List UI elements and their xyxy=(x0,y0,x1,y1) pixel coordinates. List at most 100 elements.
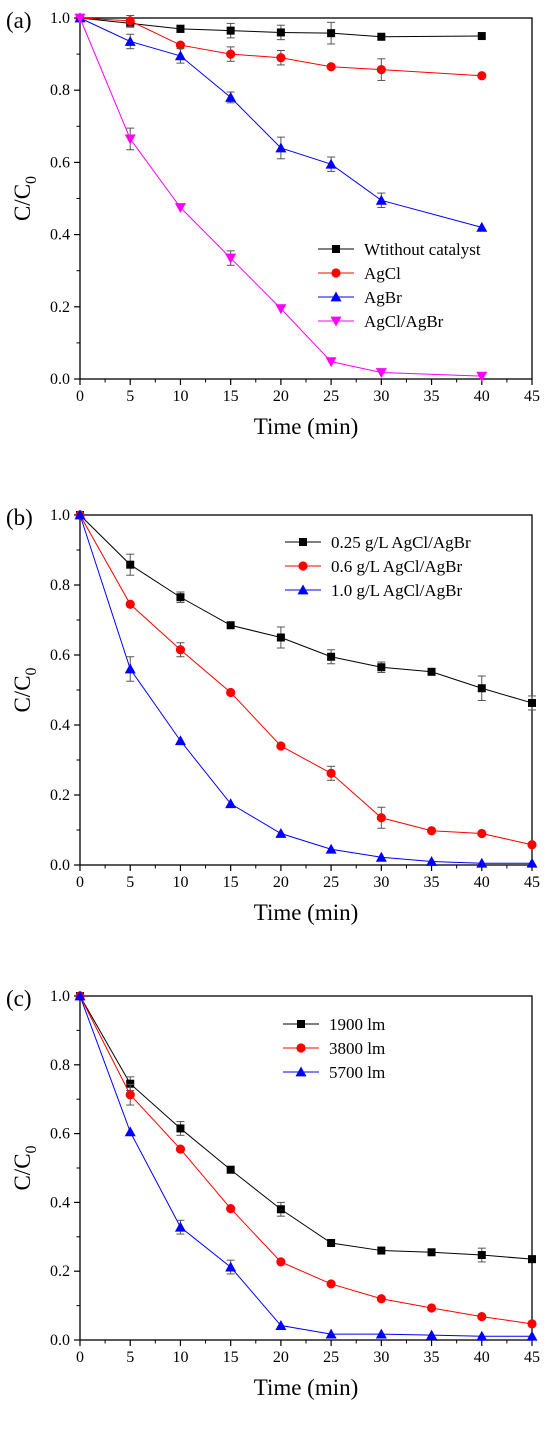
legend-marker xyxy=(295,1066,307,1077)
x-tick-label: 30 xyxy=(373,874,389,891)
y-axis-label: C/C0 xyxy=(10,176,40,221)
series-line xyxy=(79,514,533,846)
data-point xyxy=(175,40,186,50)
x-tick-label: 0 xyxy=(76,874,84,891)
data-point xyxy=(527,1319,537,1329)
data-point xyxy=(276,53,286,63)
data-point xyxy=(275,1320,287,1330)
y-tick-label: 0.4 xyxy=(50,1194,70,1211)
y-tick-label: 0.4 xyxy=(50,227,70,244)
y-tick-label: 1.0 xyxy=(50,507,70,524)
data-point xyxy=(476,371,488,382)
data-point xyxy=(377,32,386,41)
y-tick-label: 0.0 xyxy=(50,857,70,874)
x-tick-label: 20 xyxy=(273,874,289,891)
chart-c-svg: 0 5 10 15 20 25 30 35 40 45 0.0 0.2 0.4 0.6 0.8 1.0 Time… xyxy=(6,986,540,1400)
data-point xyxy=(426,826,437,836)
series-circle-group xyxy=(75,991,537,1329)
x-tick-label: 35 xyxy=(424,1349,440,1366)
panel-c: 0 5 10 15 20 25 30 35 40 45 0.0 0.2 0.4 0.6 0.8 1.0 Time… xyxy=(0,960,550,1440)
x-tick-label: 40 xyxy=(474,874,490,891)
x-tick-label: 5 xyxy=(126,874,134,891)
data-point xyxy=(325,1328,337,1339)
y-tick-label: 0.8 xyxy=(50,1057,70,1074)
legend-label: 1900 lm xyxy=(329,1015,385,1034)
data-point xyxy=(375,194,387,205)
y-axis-label-subscript: 0 xyxy=(23,1145,40,1153)
data-point xyxy=(124,134,136,145)
data-point xyxy=(174,735,186,746)
data-point xyxy=(74,509,86,520)
data-point xyxy=(225,91,237,102)
series-triangle-up-group xyxy=(74,509,538,868)
data-point xyxy=(226,26,235,35)
data-point xyxy=(376,1294,386,1304)
x-tick-label: 30 xyxy=(373,1349,389,1366)
x-tick-label: 40 xyxy=(474,388,490,405)
y-axis-label-subscript: 0 xyxy=(23,667,40,675)
data-point xyxy=(225,798,237,809)
legend-marker xyxy=(296,1043,306,1053)
y-tick-label: 0.2 xyxy=(50,787,70,804)
series-square-group xyxy=(76,14,486,45)
series-triangle-down-group xyxy=(74,13,488,382)
legend-marker xyxy=(297,1020,305,1028)
data-point xyxy=(476,221,488,232)
x-tick-label: 10 xyxy=(172,874,188,891)
series-line xyxy=(79,514,533,704)
data-point xyxy=(175,645,186,655)
panel-label: (a) xyxy=(6,8,32,33)
data-point xyxy=(275,142,287,153)
y-axis-label: C/C0 xyxy=(10,1145,40,1190)
panel-label: (c) xyxy=(6,986,32,1011)
data-point xyxy=(276,1257,286,1267)
x-tick-label: 25 xyxy=(323,874,339,891)
panel-a: 0 5 10 15 20 25 30 35 40 45 0.0 0.2 0.4 0.6 0.8 1.0 Time… xyxy=(0,0,550,480)
legend: 0.25 g/L AgCl/AgBr 0.6 g/L AgCl/AgBr 1.0 g… xyxy=(285,533,471,600)
data-point xyxy=(174,1221,186,1232)
series-line xyxy=(79,995,532,1337)
x-tick-label: 10 xyxy=(172,388,188,405)
data-point xyxy=(276,28,285,37)
x-tick-label: 0 xyxy=(76,388,84,405)
legend-label: AgCl xyxy=(364,264,401,283)
y-axis-label-main: C/C xyxy=(10,1153,35,1190)
data-point xyxy=(477,1251,486,1260)
y-tick-label: 0.2 xyxy=(50,299,70,316)
data-point xyxy=(276,1205,285,1214)
legend: 1900 lm 3800 lm 5700 lm xyxy=(283,1015,385,1082)
data-point xyxy=(427,1248,436,1257)
data-point xyxy=(226,1165,235,1174)
y-tick-label: 0.2 xyxy=(50,1263,70,1280)
series-line xyxy=(79,17,482,377)
legend-marker xyxy=(330,291,342,302)
data-point xyxy=(125,599,135,609)
data-point xyxy=(477,71,487,81)
y-axis-label: C/C0 xyxy=(10,667,40,712)
data-point xyxy=(126,1079,135,1088)
data-point xyxy=(175,1144,186,1154)
x-tick-label: 25 xyxy=(323,388,339,405)
y-axis-label-main: C/C xyxy=(10,675,35,712)
legend-label: 0.6 g/L AgCl/AgBr xyxy=(331,557,462,576)
data-point xyxy=(375,851,387,862)
data-point xyxy=(225,1261,237,1272)
y-tick-label: 1.0 xyxy=(50,10,70,27)
data-point xyxy=(477,32,486,41)
x-tick-label: 15 xyxy=(223,874,239,891)
data-point xyxy=(174,50,186,61)
data-point xyxy=(74,990,86,1001)
y-tick-label: 0.0 xyxy=(50,371,70,388)
data-point xyxy=(527,840,537,850)
legend-label: AgCl/AgBr xyxy=(364,312,444,331)
data-point xyxy=(325,357,337,368)
data-point xyxy=(176,1124,185,1133)
series-line xyxy=(79,17,482,77)
data-point xyxy=(174,203,186,214)
y-tick-label: 0.6 xyxy=(50,647,70,664)
series-line xyxy=(79,995,533,1325)
data-point xyxy=(275,828,287,838)
x-tick-label: 40 xyxy=(474,1349,490,1366)
series-triangle-up-group xyxy=(74,990,538,1341)
